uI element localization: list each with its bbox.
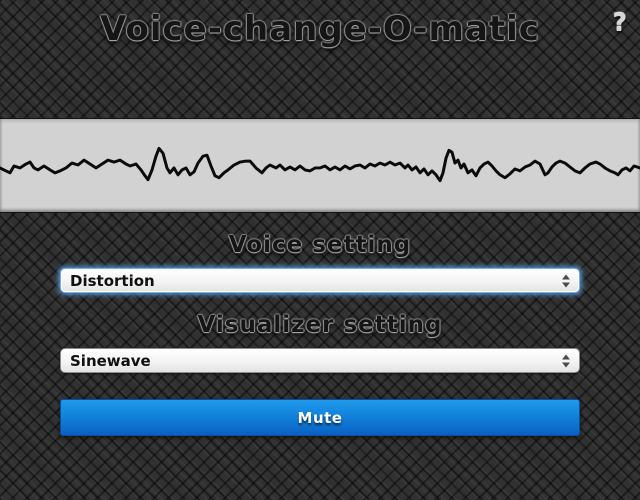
page-title: Voice-change-O-matic [100,9,540,49]
select-stepper-icon [562,274,570,287]
visualizer-setting-selected-value: Sinewave [70,351,151,370]
chevron-up-icon [562,354,570,359]
visualizer-setting-select[interactable]: Sinewave [60,348,580,373]
chevron-down-icon [562,282,570,287]
chevron-down-icon [562,362,570,367]
help-icon[interactable]: ? [612,8,627,37]
visualizer-setting-label: Visualizer setting [197,312,443,338]
waveform-canvas [0,118,640,213]
select-stepper-icon [562,354,570,367]
chevron-up-icon [562,274,570,279]
controls-panel: Voice setting Distortion Visualizer sett… [60,232,580,436]
voice-setting-selected-value: Distortion [70,271,155,290]
waveform-graphic [0,146,640,183]
app-header: Voice-change-O-matic ? [0,0,640,118]
voice-setting-select[interactable]: Distortion [60,268,580,293]
mute-button[interactable]: Mute [60,399,580,436]
voice-setting-label: Voice setting [228,232,412,258]
